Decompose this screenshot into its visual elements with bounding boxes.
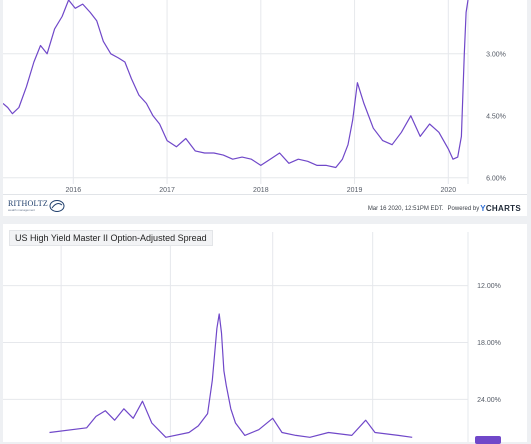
top-chart-y-axis: 6.00% 4.50% 3.00% xyxy=(486,51,506,182)
top-chart-grid xyxy=(3,0,469,184)
ycharts-y: Y xyxy=(480,204,486,213)
top-y-tick-label: 3.00% xyxy=(486,51,506,58)
chart-timestamp: Mar 16 2020, 12:51PM EDT. Powered by YCH… xyxy=(368,204,521,213)
top-x-tick-label: 2016 xyxy=(66,187,82,194)
logo-text: RITHOLTZ xyxy=(8,199,48,208)
top-x-tick-label: 2018 xyxy=(253,187,269,194)
ycharts-name: CHARTS xyxy=(485,204,521,213)
bottom-chart-grid xyxy=(3,232,469,442)
top-x-tick-label: 2017 xyxy=(159,187,175,194)
logo-subtext: wealth management xyxy=(8,208,36,212)
ritholtz-emblem-icon xyxy=(49,200,65,212)
bottom-chart-title: US High Yield Master II Option-Adjusted … xyxy=(9,230,213,246)
top-x-tick-label: 2020 xyxy=(441,187,457,194)
top-series-line xyxy=(3,0,469,169)
top-chart-x-axis: 2016 2017 2018 2019 2020 xyxy=(66,187,457,194)
current-value-badge xyxy=(475,436,501,444)
bottom-y-tick-label: 18.00% xyxy=(477,340,501,347)
powered-by-text: Powered by xyxy=(447,205,480,212)
top-chart-plot: 2016 2017 2018 2019 2020 6.00% 4.50% 3.00% xyxy=(3,0,506,194)
bottom-chart-plot: 24.00% 18.00% 12.00% xyxy=(3,232,501,442)
bottom-y-tick-label: 24.00% xyxy=(477,397,501,404)
top-y-tick-label: 4.50% xyxy=(486,113,506,120)
top-chart-footer: RITHOLTZ wealth management Mar 16 2020, … xyxy=(3,194,527,217)
ycharts-logo[interactable]: YCHARTS xyxy=(480,204,521,213)
bottom-y-tick-label: 12.00% xyxy=(477,283,501,290)
ritholtz-logo[interactable]: RITHOLTZ wealth management xyxy=(8,199,65,213)
bottom-series-line xyxy=(49,313,413,438)
bottom-chart-y-axis: 24.00% 18.00% 12.00% xyxy=(477,283,501,404)
top-chart-line xyxy=(3,0,469,169)
top-y-tick-label: 6.00% xyxy=(486,175,506,182)
bottom-chart-line xyxy=(49,313,413,438)
top-chart-panel: 2016 2017 2018 2019 2020 6.00% 4.50% 3.00% RIT… xyxy=(3,0,527,216)
top-x-tick-label: 2019 xyxy=(347,187,363,194)
timestamp-text: Mar 16 2020, 12:51PM EDT. xyxy=(367,205,444,212)
bottom-chart-panel: 24.00% 18.00% 12.00% US High Yield Master … xyxy=(3,224,527,444)
